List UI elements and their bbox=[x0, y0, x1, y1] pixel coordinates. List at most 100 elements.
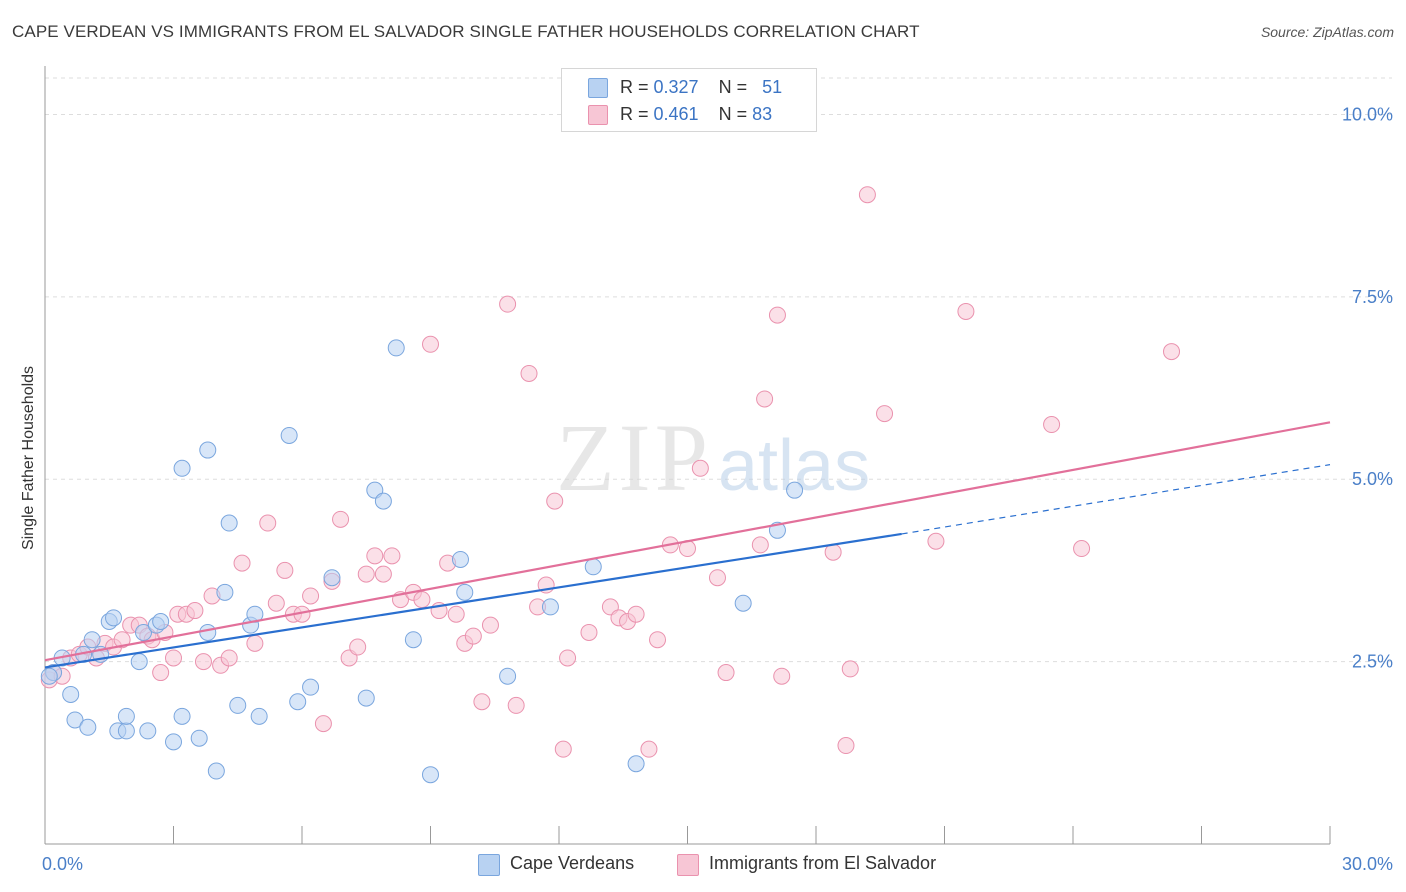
point-el-salvador bbox=[927, 532, 945, 550]
legend-swatch-blue bbox=[588, 78, 608, 98]
point-el-salvador bbox=[559, 649, 577, 667]
point-el-salvador bbox=[165, 649, 182, 667]
point-cape-verdean bbox=[139, 722, 157, 740]
point-el-salvador bbox=[1073, 540, 1091, 558]
point-cape-verdean bbox=[357, 689, 375, 707]
y-axis-label: Single Father Households bbox=[20, 365, 37, 551]
legend-n-value: 51 bbox=[762, 77, 783, 97]
trend-line-cape-verdeans bbox=[44, 532, 902, 669]
point-el-salvador bbox=[649, 631, 667, 649]
point-el-salvador bbox=[499, 295, 517, 313]
axes bbox=[44, 66, 1331, 845]
point-cape-verdean bbox=[451, 550, 469, 568]
point-el-salvador bbox=[349, 638, 367, 656]
point-el-salvador bbox=[259, 514, 277, 532]
point-el-salvador bbox=[152, 664, 170, 682]
point-el-salvador bbox=[302, 587, 320, 605]
point-el-salvador bbox=[1163, 343, 1181, 361]
point-el-salvador bbox=[473, 693, 491, 711]
point-el-salvador bbox=[246, 634, 264, 652]
legend-swatch-blue bbox=[478, 854, 500, 876]
x-tick-label: 30.0% bbox=[1342, 854, 1393, 874]
x-tick-label: 0.0% bbox=[42, 854, 83, 874]
legend-swatch-pink bbox=[677, 854, 699, 876]
point-el-salvador bbox=[768, 306, 786, 324]
point-cape-verdean bbox=[250, 707, 268, 725]
point-cape-verdean bbox=[220, 514, 238, 532]
point-el-salvador bbox=[464, 627, 482, 645]
legend-swatch-pink bbox=[588, 105, 608, 125]
point-el-salvador bbox=[546, 492, 564, 510]
point-cape-verdean bbox=[289, 693, 307, 711]
point-cape-verdean bbox=[734, 594, 752, 612]
point-el-salvador bbox=[708, 569, 726, 587]
point-el-salvador bbox=[276, 561, 294, 579]
point-el-salvador bbox=[357, 565, 375, 583]
point-el-salvador bbox=[374, 565, 392, 583]
point-cape-verdean bbox=[173, 459, 191, 477]
point-el-salvador bbox=[267, 594, 285, 612]
point-el-salvador bbox=[113, 631, 131, 649]
point-el-salvador bbox=[580, 623, 598, 641]
point-el-salvador bbox=[876, 405, 894, 423]
point-cape-verdean bbox=[117, 722, 135, 740]
series-el-salvador-points bbox=[40, 186, 1181, 758]
point-el-salvador bbox=[481, 616, 499, 634]
point-cape-verdean bbox=[456, 583, 474, 601]
point-el-salvador bbox=[691, 459, 709, 477]
point-cape-verdean bbox=[105, 609, 123, 627]
point-el-salvador bbox=[220, 649, 238, 667]
point-el-salvador bbox=[366, 547, 384, 565]
point-cape-verdean bbox=[229, 696, 247, 714]
point-cape-verdean bbox=[216, 583, 234, 601]
correlation-legend: R = 0.327 N = 51 R = 0.461 N = 83 bbox=[561, 68, 817, 132]
point-cape-verdean bbox=[62, 685, 80, 703]
point-cape-verdean bbox=[173, 707, 191, 725]
point-el-salvador bbox=[1043, 416, 1061, 434]
point-el-salvador bbox=[186, 602, 204, 620]
y-tick-label: 2.5% bbox=[1352, 652, 1393, 672]
point-cape-verdean bbox=[584, 558, 602, 576]
legend-r-label: R = bbox=[620, 77, 654, 97]
trend-line-el-salvador bbox=[44, 421, 1331, 662]
point-el-salvador bbox=[751, 536, 769, 554]
watermark-zip: ZIP bbox=[556, 404, 712, 511]
point-el-salvador bbox=[858, 186, 876, 204]
point-cape-verdean bbox=[280, 426, 298, 444]
legend-n-label: N = bbox=[718, 104, 753, 124]
point-el-salvador bbox=[507, 696, 525, 714]
point-cape-verdean bbox=[323, 569, 341, 587]
point-el-salvador bbox=[640, 740, 658, 758]
legend-label-cape-verdeans: Cape Verdeans bbox=[510, 853, 635, 873]
point-cape-verdean bbox=[117, 707, 135, 725]
legend-n-label: N = bbox=[718, 77, 753, 97]
point-cape-verdean bbox=[152, 612, 170, 630]
point-cape-verdean bbox=[66, 711, 84, 729]
point-el-salvador bbox=[841, 660, 859, 678]
point-cape-verdean bbox=[404, 631, 422, 649]
point-cape-verdean bbox=[786, 481, 804, 499]
point-el-salvador bbox=[194, 653, 212, 671]
point-cape-verdean bbox=[199, 441, 217, 459]
y-tick-label: 10.0% bbox=[1342, 104, 1393, 124]
point-el-salvador bbox=[422, 335, 439, 353]
point-el-salvador bbox=[554, 740, 572, 758]
point-cape-verdean bbox=[79, 718, 97, 736]
legend-label-el-salvador: Immigrants from El Salvador bbox=[709, 853, 937, 873]
point-cape-verdean bbox=[302, 678, 320, 696]
point-el-salvador bbox=[717, 664, 735, 682]
point-el-salvador bbox=[837, 737, 855, 755]
point-cape-verdean bbox=[130, 653, 148, 671]
point-cape-verdean bbox=[165, 733, 182, 751]
series-legend: Cape Verdeans Immigrants from El Salvado… bbox=[0, 851, 1406, 879]
legend-r-value: 0.461 bbox=[653, 104, 699, 124]
point-cape-verdean bbox=[387, 339, 405, 357]
legend-n-value: 83 bbox=[752, 104, 773, 124]
legend-r-value: 0.327 bbox=[653, 77, 699, 97]
point-el-salvador bbox=[413, 591, 431, 609]
point-el-salvador bbox=[332, 510, 350, 528]
point-cape-verdean bbox=[190, 729, 208, 747]
point-cape-verdean bbox=[135, 623, 153, 641]
watermark: ZIP atlas bbox=[556, 404, 870, 511]
